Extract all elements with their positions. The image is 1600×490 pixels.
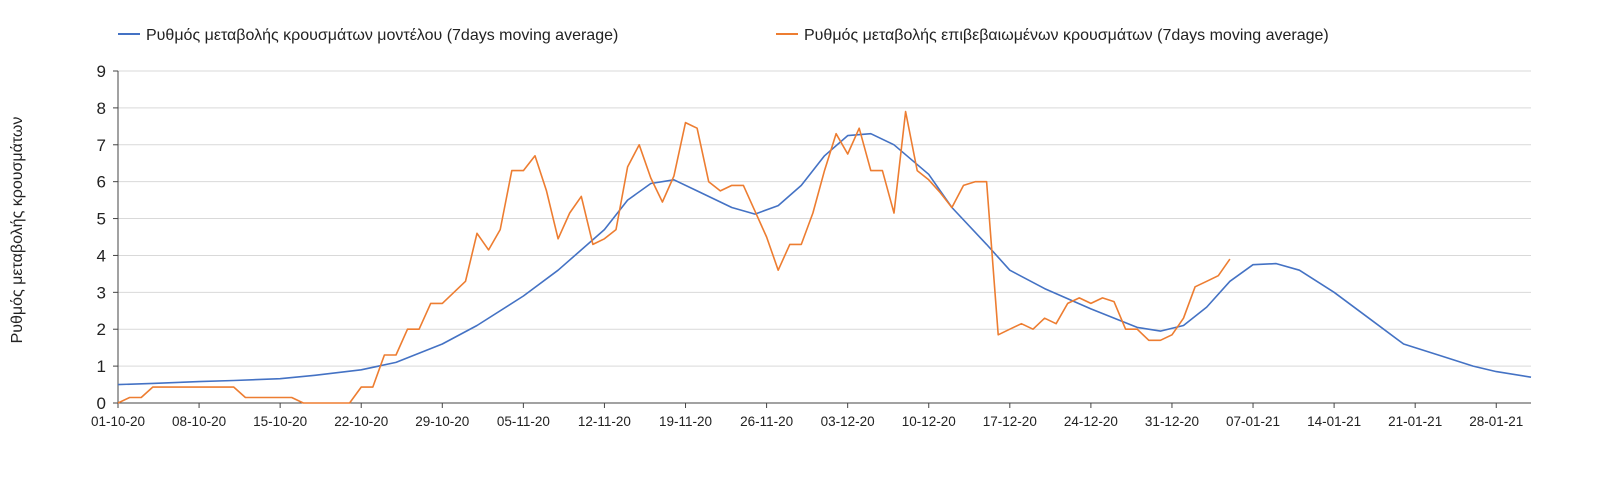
x-tick-label: 01-10-20 — [91, 414, 145, 429]
y-axis-ticks: 0 1 2 3 4 5 6 7 8 9 — [97, 62, 118, 413]
legend-item-model: Ρυθμός μεταβολής κρουσμάτων μοντέλου (7d… — [118, 27, 618, 44]
x-tick-label: 17-12-20 — [983, 414, 1037, 429]
y-tick-label: 3 — [97, 283, 106, 302]
series-line-model — [117, 132, 1532, 386]
x-tick-label: 22-10-20 — [334, 414, 388, 429]
y-tick-label: 6 — [97, 173, 106, 192]
x-axis-ticks: 01-10-20 08-10-20 15-10-20 22-10-20 29-10-20… — [91, 403, 1523, 429]
x-tick-label: 15-10-20 — [253, 414, 307, 429]
legend-label-confirmed: Ρυθμός μεταβολής επιβεβαιωμένων κρουσμάτ… — [804, 27, 1329, 44]
y-tick-label: 5 — [97, 210, 106, 229]
x-tick-label: 07-01-21 — [1226, 414, 1280, 429]
legend-label-model: Ρυθμός μεταβολής κρουσμάτων μοντέλου (7d… — [146, 27, 618, 44]
x-tick-label: 26-11-20 — [740, 414, 793, 429]
x-tick-label: 08-10-20 — [172, 414, 226, 429]
x-tick-label: 29-10-20 — [415, 414, 469, 429]
x-tick-label: 05-11-20 — [497, 414, 550, 429]
gridlines — [118, 70, 1531, 367]
y-tick-label: 8 — [97, 99, 106, 118]
y-tick-label: 2 — [97, 320, 106, 339]
x-tick-label: 24-12-20 — [1064, 414, 1118, 429]
x-tick-label: 12-11-20 — [578, 414, 631, 429]
x-tick-label: 03-12-20 — [821, 414, 875, 429]
legend-item-confirmed: Ρυθμός μεταβολής επιβεβαιωμένων κρουσμάτ… — [776, 27, 1329, 44]
x-tick-label: 28-01-21 — [1469, 414, 1523, 429]
series-line-confirmed — [117, 110, 1231, 404]
y-tick-label: 7 — [97, 136, 106, 155]
y-tick-label: 9 — [97, 62, 106, 81]
x-tick-label: 10-12-20 — [902, 414, 956, 429]
x-tick-label: 21-01-21 — [1388, 414, 1442, 429]
x-tick-label: 31-12-20 — [1145, 414, 1199, 429]
series-lines — [117, 110, 1532, 404]
y-tick-label: 1 — [97, 357, 106, 376]
y-axis-title: Ρυθμός μεταβολής κρουσμάτων — [9, 117, 26, 344]
legend: Ρυθμός μεταβολής κρουσμάτων μοντέλου (7d… — [118, 27, 1329, 44]
x-tick-label: 14-01-21 — [1307, 414, 1361, 429]
y-tick-label: 4 — [97, 246, 106, 265]
x-tick-label: 19-11-20 — [659, 414, 712, 429]
y-tick-label: 0 — [97, 394, 106, 413]
